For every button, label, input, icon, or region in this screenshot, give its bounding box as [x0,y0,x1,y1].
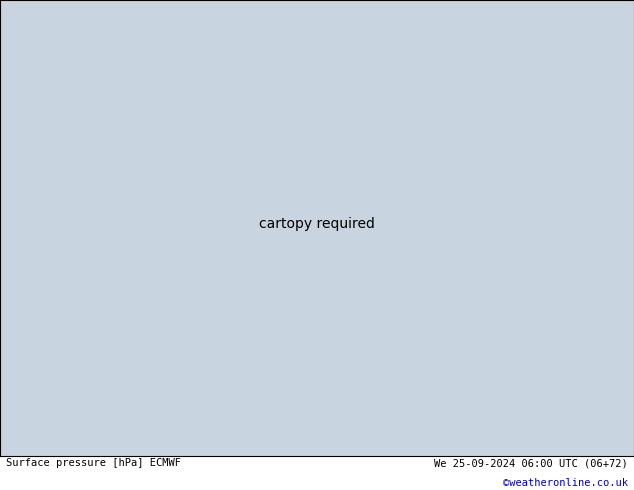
Text: We 25-09-2024 06:00 UTC (06+72): We 25-09-2024 06:00 UTC (06+72) [434,458,628,468]
Text: cartopy required: cartopy required [259,217,375,231]
Text: ©weatheronline.co.uk: ©weatheronline.co.uk [503,478,628,488]
Text: Surface pressure [hPa] ECMWF: Surface pressure [hPa] ECMWF [6,458,181,468]
